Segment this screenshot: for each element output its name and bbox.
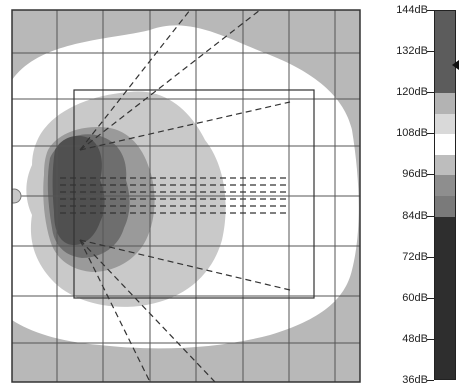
colorbar-tick-label: 120dB	[396, 86, 428, 99]
colorbar	[434, 10, 456, 380]
contour-plot	[11, 9, 361, 383]
colorbar-tick-label: 84dB	[402, 209, 428, 222]
grid-lines	[12, 10, 360, 382]
colorbar-tick-mark	[427, 297, 434, 299]
dashed-rays	[60, 10, 291, 382]
plot-svg	[11, 9, 361, 383]
colorbar-band	[435, 93, 455, 114]
colorbar-tick-label: 72dB	[402, 250, 428, 263]
colorbar-tick-mark	[427, 215, 434, 217]
colorbar-band	[435, 11, 455, 94]
colorbar-tick-label: 48dB	[402, 332, 428, 345]
colorbar-band	[435, 175, 455, 196]
colorbar-band	[435, 196, 455, 217]
colorbar-tick-label: 36dB	[402, 374, 428, 386]
colorbar-tick-mark	[427, 133, 434, 135]
colorbar-tick-mark	[427, 256, 434, 258]
colorbar-marker-icon	[452, 59, 459, 70]
colorbar-tick-label: 144dB	[396, 4, 428, 16]
source-marker	[12, 188, 22, 204]
colorbar-tick-label: 60dB	[402, 291, 428, 304]
colorbar-tick-mark	[427, 51, 434, 53]
colorbar-tick-mark	[427, 174, 434, 176]
colorbar-band	[435, 154, 455, 176]
colorbar-tick-label: 96dB	[402, 168, 428, 181]
colorbar-tick-mark	[427, 380, 434, 381]
colorbar-tick-mark	[427, 338, 434, 340]
colorbar-tick-label: 132dB	[396, 45, 428, 58]
colorbar-band	[435, 113, 455, 135]
plot-frame	[11, 9, 361, 383]
inner-boundary	[73, 89, 315, 299]
colorbar-band	[435, 134, 455, 155]
colorbar-band	[435, 216, 455, 379]
colorbar-tick-mark	[427, 92, 434, 94]
contour-core	[52, 135, 105, 246]
colorbar-tick-mark	[427, 10, 434, 11]
colorbar-tick-label: 108dB	[396, 127, 428, 140]
